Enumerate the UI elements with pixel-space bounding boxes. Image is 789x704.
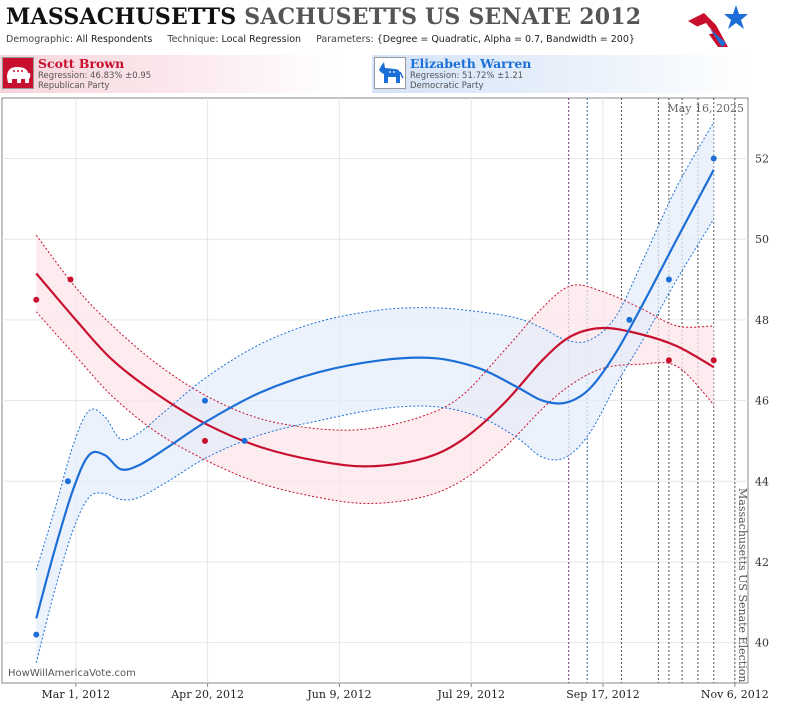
y-tick-label: 52 [755,153,769,166]
poll-point [665,357,672,364]
regression-line [35,169,715,619]
regression-line [35,272,715,468]
site-credit: HowWillAmericaVote.com [8,668,136,679]
rep-party: Republican Party [38,81,110,91]
technique-label: Technique: [167,34,219,45]
rep-name: Scott Brown [38,56,125,71]
x-tick-label: Nov 6, 2012 [701,688,769,701]
poll-point [33,296,40,303]
poll-point [201,437,208,444]
y-tick-label: 50 [755,233,769,246]
poll-point [710,155,717,162]
parameters-value: {Degree = Quadratic, Alpha = 0.7, Bandwi… [376,34,635,45]
poll-point [33,631,40,638]
regression-chart: 40 42 44 46 48 50 52 Mar 1, 2012 Apr 20, 2012 Jun… [1,97,769,701]
y-tick-label: 44 [755,475,769,488]
candidate-rep: Scott Brown Regression: 46.83% ±0.95 Rep… [0,55,340,93]
y-tick-label: 46 [755,395,769,408]
title-race: SACHUSETTS US SENATE 2012 [244,4,642,30]
poll-point [67,276,74,283]
confidence-band [36,122,714,663]
x-tick-label: Apr 20, 2012 [170,688,244,701]
poll-point [241,437,248,444]
poll-point [665,276,672,283]
chart-header: MASSACHUSETTS SACHUSETTS US SENATE 2012 … [0,0,789,52]
parameters-label: Parameters: [316,34,374,45]
demographic-value: All Respondents [76,34,153,45]
date-label: May 16, 2025 [667,102,744,115]
lower-bound-line [35,218,715,663]
page-title: MASSACHUSETTS SACHUSETTS US SENATE 2012 [6,4,641,30]
y-tick-label: 42 [755,556,769,569]
dem-regression: Regression: 51.72% ±1.21 [410,71,524,81]
x-tick-label: Jun 9, 2012 [306,688,371,701]
parameters-line: Demographic: All Respondents Technique: … [6,34,635,45]
poll-point [710,357,717,364]
poll-point [626,316,633,323]
y-tick-label: 40 [755,637,769,650]
elephant-icon [2,57,34,89]
x-tick-label: Jul 29, 2012 [436,688,505,701]
technique-value: Local Regression [221,34,302,45]
poll-point [201,397,208,404]
x-tick-label: Sep 17, 2012 [566,688,640,701]
upper-bound-line [35,121,715,571]
donkey-icon [374,57,406,89]
dem-name: Elizabeth Warren [410,56,532,71]
poll-point [64,478,71,485]
candidate-dem: Elizabeth Warren Regression: 51.72% ±1.2… [372,55,752,93]
star-flag-logo-icon [688,5,748,47]
title-state: MASSACHUSETTS [6,4,237,30]
demographic-label: Demographic: [6,34,74,45]
x-tick-label: Mar 1, 2012 [42,688,111,701]
candidate-legend: Scott Brown Regression: 46.83% ±0.95 Rep… [0,53,789,95]
rep-regression: Regression: 46.83% ±0.95 [38,71,152,81]
dem-party: Democratic Party [410,81,484,91]
event-label: Massachusetts US Senate Election [736,488,749,682]
y-tick-label: 48 [755,314,769,327]
